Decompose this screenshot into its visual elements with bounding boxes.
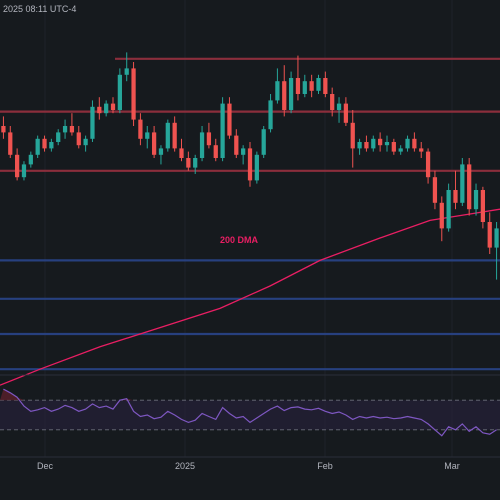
candle-body-18	[124, 68, 129, 75]
candle-body-55	[378, 138, 383, 146]
candle-body-41	[282, 81, 287, 110]
candle-body-8	[56, 132, 61, 142]
candle-body-24	[165, 122, 170, 149]
candle-body-48	[330, 94, 335, 110]
candle-body-63	[432, 177, 438, 203]
candle-body-58	[398, 148, 403, 152]
candle-body-50	[343, 103, 349, 123]
candle-body-0	[1, 126, 6, 133]
candle-body-71	[487, 222, 492, 248]
candle-body-56	[384, 142, 390, 146]
time-axis: Dec 2025 Feb Mar	[37, 461, 460, 471]
candle-body-53	[364, 142, 369, 149]
candle-body-10	[69, 126, 75, 133]
x-tick-label-1: 2025	[175, 461, 195, 471]
candle-body-64	[439, 202, 444, 229]
candle-body-21	[145, 132, 150, 139]
candle-body-16	[110, 103, 116, 110]
candle-body-2	[15, 154, 20, 178]
x-tick-label-2: Feb	[317, 461, 333, 471]
candle-body-12	[83, 138, 88, 146]
candle-body-47	[323, 78, 328, 94]
candle-body-20	[138, 119, 143, 139]
horizontal-levels	[0, 57, 500, 371]
candle-body-65	[446, 190, 451, 229]
candle-body-27	[186, 158, 191, 168]
candle-body-46	[316, 78, 321, 91]
candle-body-38	[261, 129, 266, 155]
candle-body-4	[28, 154, 33, 165]
candle-body-7	[49, 142, 54, 149]
candle-body-52	[357, 142, 362, 149]
candle-body-36	[247, 148, 253, 181]
candle-body-67	[460, 164, 465, 203]
candle-body-43	[295, 78, 301, 94]
rsi-pane	[0, 388, 500, 437]
candle-body-39	[268, 100, 273, 130]
candle-body-22	[151, 132, 157, 155]
candle-body-23	[158, 148, 164, 155]
candle-body-49	[336, 103, 342, 110]
candle-body-66	[453, 190, 458, 203]
candle-body-51	[350, 122, 355, 149]
candle-body-62	[425, 151, 431, 178]
candle-body-61	[419, 148, 424, 152]
candle-body-37	[254, 154, 259, 181]
candle-body-60	[412, 138, 417, 149]
candle-body-6	[42, 138, 47, 149]
candle-body-30	[206, 132, 212, 146]
candle-body-54	[371, 138, 376, 149]
header-timestamp: , 2025 08:11 UTC-4	[0, 4, 76, 14]
rsi-band	[0, 400, 500, 430]
candle-body-19	[131, 68, 136, 120]
candle-body-9	[62, 126, 68, 133]
candle-body-31	[213, 145, 218, 158]
candle-body-44	[302, 81, 307, 94]
candle-body-45	[309, 81, 314, 91]
dma-label: 200 DMA	[220, 235, 259, 245]
candles	[1, 52, 499, 280]
candle-body-25	[172, 122, 177, 149]
candle-body-33	[227, 103, 232, 136]
candle-body-35	[241, 148, 246, 155]
candle-body-34	[234, 135, 239, 155]
candle-body-32	[220, 103, 225, 158]
x-tick-label-3: Mar	[444, 461, 460, 471]
candle-body-15	[104, 103, 109, 114]
candle-body-68	[467, 164, 472, 210]
candle-body-72	[494, 228, 499, 248]
x-tick-label-0: Dec	[37, 461, 54, 471]
rsi-line	[3, 388, 497, 437]
candle-body-69	[473, 190, 479, 210]
candle-body-14	[97, 106, 102, 114]
candle-body-40	[275, 81, 280, 101]
candle-body-42	[288, 78, 294, 110]
candle-body-29	[199, 132, 205, 158]
candle-body-28	[193, 158, 198, 168]
candle-body-1	[8, 132, 13, 155]
candle-body-17	[117, 74, 122, 110]
candle-body-11	[76, 132, 81, 146]
candle-body-13	[90, 106, 95, 139]
candle-body-57	[391, 142, 396, 152]
candle-body-26	[179, 148, 184, 158]
candle-body-3	[21, 164, 27, 178]
candle-body-59	[405, 138, 410, 149]
candle-body-5	[35, 138, 40, 155]
candle-body-70	[480, 190, 485, 222]
